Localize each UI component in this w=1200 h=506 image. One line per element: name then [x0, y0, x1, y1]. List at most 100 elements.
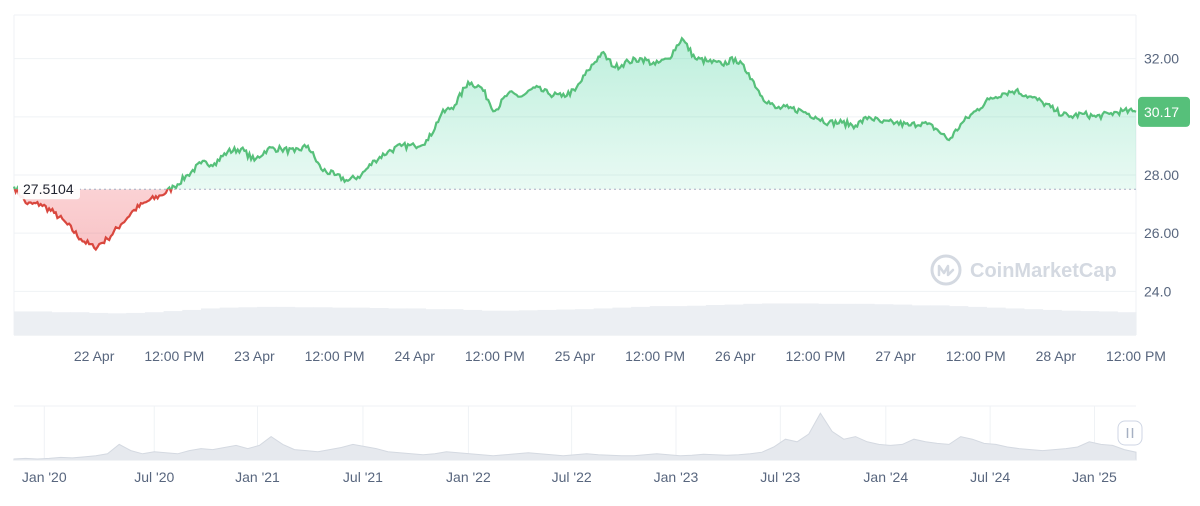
navigator-x-axis: Jan '20 Jul '20 Jan '21 Jul '21 Jan '22 Jul '…	[22, 469, 1117, 485]
navigator-x-tick-label: Jul '21	[343, 469, 383, 485]
volume-bar	[799, 303, 819, 335]
volume-bar	[1042, 309, 1062, 335]
volume-bar	[1005, 308, 1025, 335]
y-tick-label: 28.00	[1144, 167, 1179, 183]
navigator-x-tick-label: Jul '22	[552, 469, 592, 485]
volume-bar	[238, 307, 258, 335]
volume-bar	[836, 303, 857, 335]
volume-bar	[967, 306, 987, 335]
volume-bar	[1061, 310, 1081, 335]
volume-bar	[612, 307, 632, 335]
current-price-badge-bg	[1138, 96, 1190, 127]
volume-bar	[331, 307, 352, 335]
volume-bar	[257, 306, 277, 335]
volume-bar	[144, 312, 165, 335]
volume-bar	[780, 303, 800, 335]
volume-bar	[201, 308, 221, 335]
y-tick-label: 26.00	[1144, 225, 1179, 241]
volume-bar	[930, 305, 950, 335]
volume-bar	[556, 309, 576, 335]
volume-bar	[705, 304, 726, 335]
volume-bar	[51, 312, 71, 335]
volume-bar	[518, 310, 539, 335]
volume-bar	[724, 304, 744, 335]
price-area-above	[14, 38, 1136, 190]
volume-bar	[687, 305, 707, 335]
volume-bar	[649, 306, 670, 335]
volume-bar	[88, 312, 109, 335]
navigator-x-tick-label: Jul '23	[760, 469, 800, 485]
x-tick-label: 12:00 PM	[946, 348, 1006, 364]
x-tick-label: 23 Apr	[234, 348, 275, 364]
navigator-x-tick-label: Jan '23	[654, 469, 699, 485]
navigator-x-tick-label: Jul '20	[134, 469, 174, 485]
volume-bar	[1023, 309, 1044, 335]
volume-bar	[294, 307, 314, 335]
price-line	[12, 36, 1137, 252]
volume-bar	[425, 309, 445, 335]
watermark-text: CoinMarketCap	[970, 260, 1117, 282]
volume-bar	[874, 304, 894, 335]
volume-bar	[32, 311, 52, 335]
volume-bar	[313, 307, 333, 335]
volume-bar	[444, 309, 464, 335]
volume-bar	[986, 307, 1006, 335]
current-price: 30.17	[1144, 104, 1179, 120]
volume-bar	[462, 309, 483, 335]
x-tick-label: 12:00 PM	[465, 348, 525, 364]
volume-bar	[350, 307, 370, 335]
volume-bar	[631, 306, 651, 335]
price-line-above	[12, 36, 1137, 190]
current-price-badge: 30.17	[1138, 96, 1190, 127]
volume-bar	[855, 303, 875, 335]
navigator-x-tick-label: Jan '22	[446, 469, 491, 485]
x-tick-label: 12:00 PM	[1106, 348, 1166, 364]
volume-bar	[575, 309, 595, 335]
reference-value: 27.5104	[23, 181, 74, 197]
x-tick-label: 27 Apr	[875, 348, 916, 364]
navigator-chart[interactable]: Jan '20 Jul '20 Jan '21 Jul '21 Jan '22 Jul '…	[0, 400, 1200, 506]
volume-bar	[892, 304, 913, 335]
volume-bar	[107, 313, 127, 335]
volume-bar	[275, 306, 296, 335]
volume-bar	[743, 303, 763, 335]
coinmarketcap-logo-icon	[930, 254, 962, 286]
volume-bar	[481, 310, 501, 335]
x-tick-label: 22 Apr	[74, 348, 115, 364]
y-tick-label: 32.00	[1144, 51, 1179, 67]
volume-bar	[911, 305, 931, 335]
x-tick-label: 26 Apr	[715, 348, 756, 364]
navigator-x-tick-label: Jan '24	[863, 469, 908, 485]
x-tick-label: 12:00 PM	[144, 348, 204, 364]
volume-bar	[182, 309, 202, 335]
navigator-handle[interactable]	[1117, 420, 1143, 446]
volume-bar	[1079, 311, 1100, 335]
volume-bar	[14, 311, 34, 335]
volume-bar	[500, 310, 520, 335]
volume-bar	[219, 307, 239, 335]
navigator-area	[13, 412, 1137, 461]
x-tick-label: 24 Apr	[394, 348, 435, 364]
x-tick-label: 28 Apr	[1036, 348, 1077, 364]
price-area	[14, 38, 1136, 250]
navigator-x-tick-label: Jan '20	[22, 469, 67, 485]
reference-label: 27.5104	[18, 178, 80, 200]
volume-bar	[70, 312, 90, 335]
volume-bar	[406, 308, 426, 335]
x-tick-label: 12:00 PM	[625, 348, 685, 364]
volume-bars	[14, 303, 1137, 335]
reference-label-bg	[18, 178, 80, 200]
volume-bar	[163, 311, 183, 335]
volume-bar	[388, 308, 408, 335]
x-tick-label: 12:00 PM	[305, 348, 365, 364]
volume-bar	[1098, 311, 1118, 335]
volume-bar	[949, 306, 969, 335]
x-tick-label: 25 Apr	[555, 348, 596, 364]
volume-bar	[593, 308, 613, 335]
volume-bar	[668, 306, 688, 335]
navigator-x-tick-label: Jan '25	[1072, 469, 1117, 485]
coinmarketcap-watermark: CoinMarketCap	[930, 254, 1117, 286]
volume-bar	[369, 308, 389, 335]
